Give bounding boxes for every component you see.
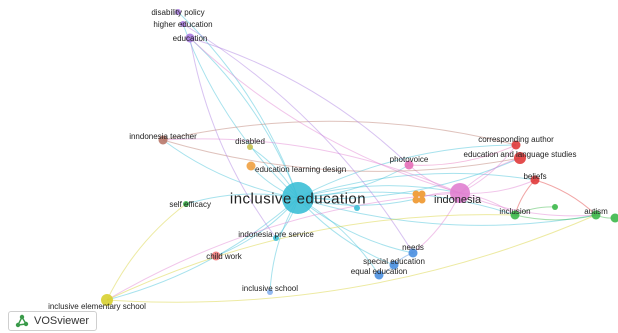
label-education-learning-design: education learning design: [255, 165, 346, 174]
network-link: [106, 214, 597, 303]
node-inclusive-education[interactable]: [282, 182, 314, 214]
label-photovoice: photovoice: [390, 155, 429, 164]
network-link: [106, 214, 516, 301]
node-inndonesia-teacher[interactable]: [158, 135, 168, 145]
network-link: [514, 214, 597, 221]
label-disability-policy: disability policy: [151, 8, 204, 17]
network-link: [297, 172, 536, 199]
node-autism[interactable]: [591, 210, 601, 220]
label-higher-education: higher education: [153, 20, 212, 29]
label-inndonesia-teacher: inndonesia teacher: [129, 132, 197, 141]
network-link: [162, 120, 517, 146]
node-education[interactable]: [185, 33, 195, 43]
node-orange-cluster[interactable]: [412, 190, 426, 204]
network-link: [189, 37, 299, 199]
label-corresponding-author: corresponding author: [478, 135, 554, 144]
label-disabled: disabled: [235, 137, 265, 146]
label-equal-education: equal education: [351, 267, 408, 276]
node-special-education[interactable]: [389, 260, 399, 270]
network-link: [459, 192, 597, 217]
vosviewer-logo: VOSviewer: [8, 311, 98, 331]
label-indonesia-pre-service: indonesia pre service: [238, 230, 314, 239]
node-inclusive-school[interactable]: [267, 289, 273, 295]
node-beliefs[interactable]: [530, 175, 540, 185]
network-link: [106, 192, 461, 301]
label-needs: needs: [402, 243, 424, 252]
network-link: [106, 197, 299, 301]
label-education-and-language-studies: education and language studies: [464, 150, 577, 159]
network-link: [162, 139, 521, 172]
node-child-work[interactable]: [211, 251, 221, 261]
label-education: education: [173, 34, 208, 43]
network-link: [177, 11, 299, 199]
node-education-and-language-studies[interactable]: [514, 152, 526, 164]
label-special-education: special education: [363, 257, 425, 266]
label-indonesia: indonesia: [434, 194, 482, 206]
label-inclusion: inclusion: [499, 207, 530, 216]
node-education-learning-design[interactable]: [246, 161, 256, 171]
node-needs[interactable]: [408, 248, 418, 258]
network-link: [408, 144, 517, 166]
node-anon-green1[interactable]: [552, 204, 558, 210]
node-photovoice[interactable]: [404, 160, 414, 170]
node-corresponding-author[interactable]: [511, 140, 521, 150]
nodes-layer: [101, 9, 618, 306]
label-child-work: child work: [206, 252, 243, 261]
labels-layer: inclusive education indonesia disability p…: [48, 8, 608, 311]
logo-text: VOSviewer: [34, 315, 90, 327]
node-higher-education[interactable]: [180, 21, 186, 27]
label-inclusive-elementary-school: inclusive elementary school: [48, 302, 146, 311]
network-link: [162, 139, 299, 199]
node-inclusive-elementary-school[interactable]: [101, 294, 113, 306]
node-anon-green2[interactable]: [610, 213, 618, 223]
node-self-efficacy[interactable]: [183, 201, 189, 207]
node-disabled[interactable]: [247, 144, 253, 150]
node-equal-education[interactable]: [374, 270, 384, 280]
network-link: [297, 157, 521, 200]
network-link: [189, 37, 277, 239]
network-link: [162, 138, 461, 194]
vosviewer-network-icon: [15, 314, 29, 328]
node-indonesia-pre-service[interactable]: [273, 235, 279, 241]
label-autism: autism: [584, 207, 608, 216]
network-link: [297, 191, 516, 216]
label-inclusive-education: inclusive education: [230, 190, 366, 207]
network-link: [297, 144, 517, 199]
network-link: [182, 23, 414, 254]
node-disability-policy[interactable]: [175, 9, 181, 15]
node-anon-teal[interactable]: [354, 205, 360, 211]
network-link: [182, 23, 299, 199]
network-link: [106, 203, 187, 301]
label-self-efficacy: self efficacy: [169, 200, 211, 209]
label-beliefs: beliefs: [523, 172, 546, 181]
network-link: [297, 185, 461, 199]
label-inclusive-school: inclusive school: [242, 284, 298, 293]
network-link: [189, 37, 461, 194]
node-indonesia[interactable]: [450, 183, 470, 203]
network-link: [189, 37, 410, 166]
node-inclusion[interactable]: [510, 210, 520, 220]
network-link: [297, 197, 597, 226]
network-link: [534, 179, 597, 216]
